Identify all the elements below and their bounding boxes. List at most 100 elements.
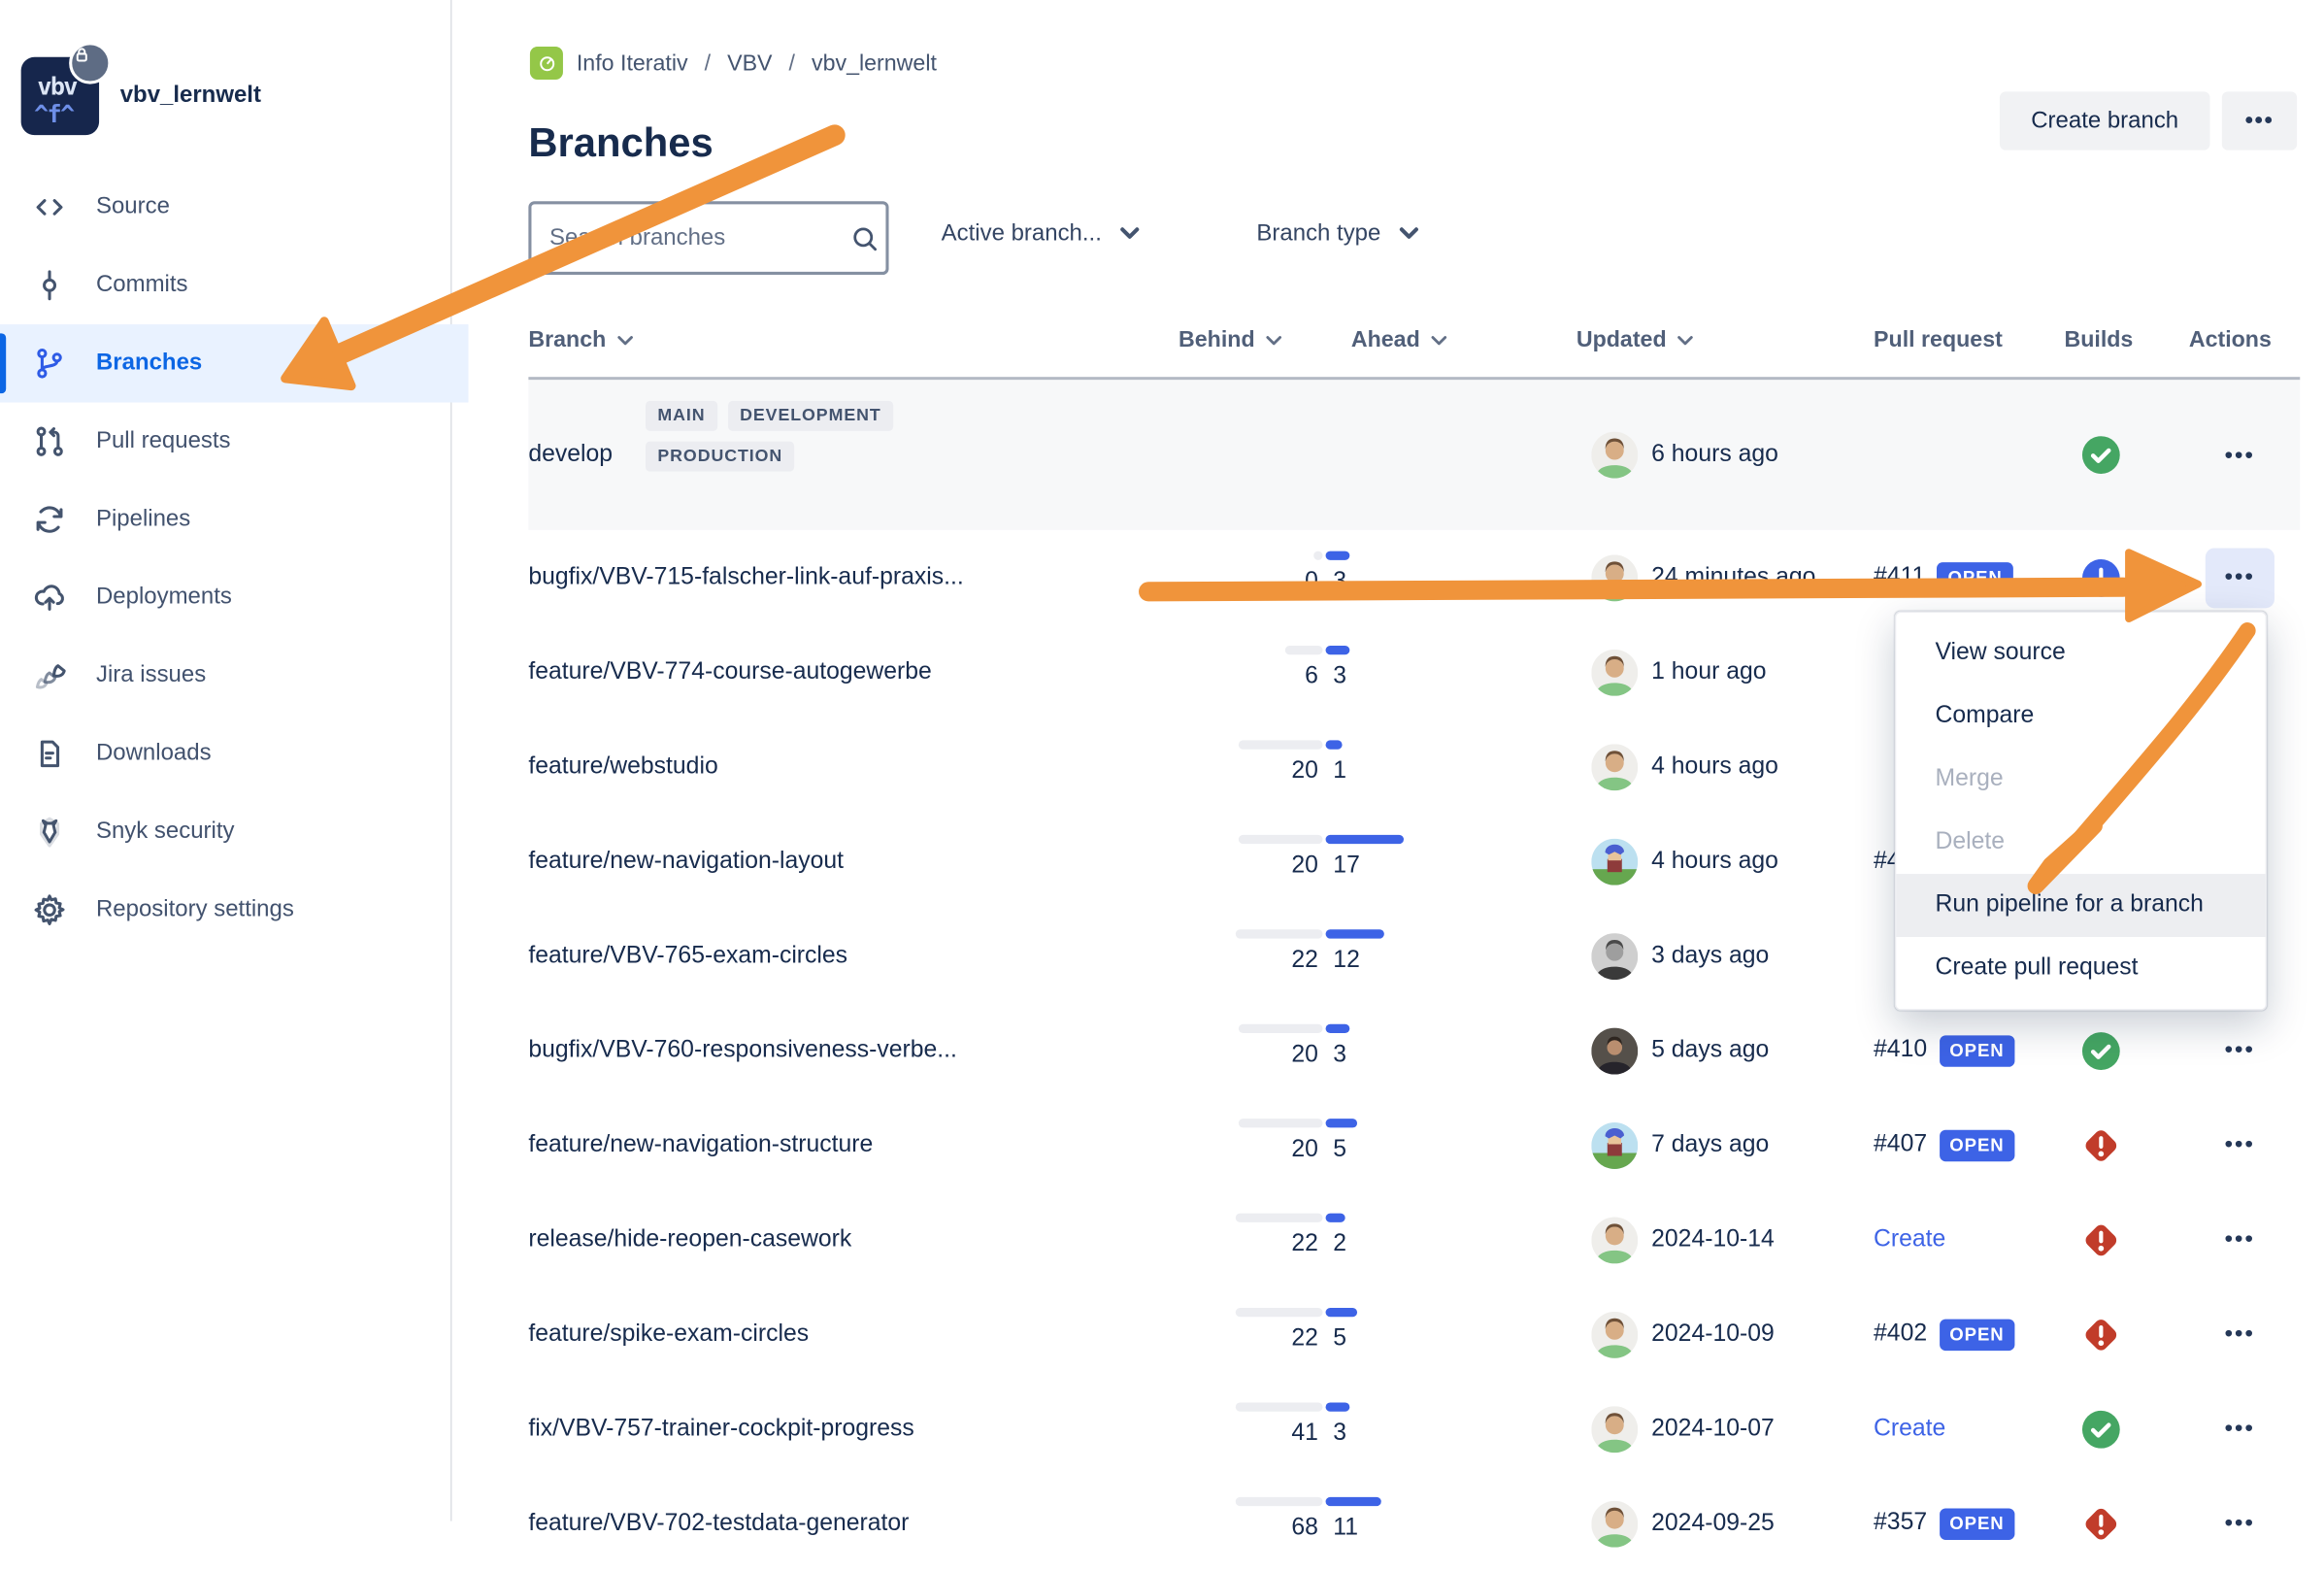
- behind-bar: [1238, 1118, 1323, 1127]
- branch-name-link[interactable]: feature/webstudio: [528, 752, 718, 779]
- build-status-success-icon[interactable]: [2080, 435, 2121, 476]
- branch-name-link[interactable]: feature/new-navigation-structure: [528, 1131, 874, 1157]
- branch-name-link[interactable]: feature/VBV-765-exam-circles: [528, 942, 848, 968]
- branch-name-link[interactable]: feature/VBV-702-testdata-generator: [528, 1510, 910, 1536]
- row-actions-button[interactable]: •••: [2224, 1132, 2256, 1158]
- table-header: Branch Behind Ahead Updated Pull request Buil…: [528, 316, 2301, 381]
- branch-name-link[interactable]: bugfix/VBV-715-falscher-link-auf-praxis.…: [528, 563, 964, 590]
- behind-count: 22: [1291, 1230, 1318, 1256]
- behind-ahead-indicator: 22 2: [1219, 1210, 1430, 1270]
- pipelines-icon: [33, 503, 66, 536]
- repo-avatar[interactable]: vbv ^f^: [20, 42, 112, 136]
- behind-bar: [1235, 1307, 1323, 1317]
- active-branches-filter-label: Active branch...: [941, 220, 1102, 247]
- avatar: [1591, 431, 1639, 479]
- sidebar-item-snyk-security[interactable]: Snyk security: [0, 793, 450, 871]
- ahead-bar: [1325, 645, 1350, 654]
- pull-request-cell: #411 OPEN: [1874, 561, 2013, 593]
- search-branches-input[interactable]: [531, 224, 850, 252]
- pull-request-number[interactable]: #410: [1874, 1036, 1928, 1063]
- ahead-count: 5: [1333, 1324, 1347, 1352]
- branch-type-filter[interactable]: Branch type: [1256, 220, 1418, 248]
- behind-count: 20: [1291, 1041, 1318, 1067]
- table-row: feature/spike-exam-circles 22 5 2024-10-09 #…: [528, 1287, 2300, 1381]
- jira-icon: [33, 659, 66, 692]
- breadcrumb-repo[interactable]: vbv_lernwelt: [811, 50, 937, 77]
- column-header-behind[interactable]: Behind: [1179, 327, 1281, 352]
- row-actions-button[interactable]: •••: [2224, 1320, 2256, 1348]
- branch-name-link[interactable]: bugfix/VBV-760-responsiveness-verbe...: [528, 1036, 957, 1063]
- branch-name-link[interactable]: feature/VBV-774-course-autogewerbe: [528, 658, 932, 685]
- behind-ahead-indicator: 22 5: [1219, 1304, 1430, 1364]
- column-header-updated[interactable]: Updated: [1577, 327, 1694, 352]
- behind-ahead-indicator: 20 1: [1219, 737, 1430, 797]
- menu-item-compare[interactable]: Compare: [1935, 702, 2035, 729]
- row-actions-button[interactable]: •••: [2224, 1416, 2256, 1442]
- create-branch-button[interactable]: Create branch: [1999, 91, 2210, 150]
- branch-name-link[interactable]: feature/new-navigation-layout: [528, 848, 844, 874]
- table-row: feature/VBV-774-course-autogewerbe 6 3 1 ho…: [528, 624, 2300, 719]
- updated-time: 5 days ago: [1651, 1036, 1770, 1063]
- build-status-failed-icon[interactable]: [2080, 1124, 2121, 1165]
- build-status-failed-icon[interactable]: [2080, 1220, 2121, 1260]
- behind-ahead-bar: [1219, 1307, 1430, 1317]
- breadcrumb: Info Iterativ / VBV / vbv_lernwelt: [529, 46, 937, 80]
- pull-request-number[interactable]: #357: [1874, 1510, 1928, 1536]
- sidebar-item-deployments[interactable]: Deployments: [0, 558, 450, 636]
- ahead-count: 3: [1333, 1041, 1347, 1067]
- avatar: [1591, 837, 1639, 885]
- row-actions-button[interactable]: •••: [2224, 442, 2256, 468]
- page-more-actions-button[interactable]: •••: [2221, 91, 2298, 150]
- sidebar-item-downloads[interactable]: Downloads: [0, 715, 450, 792]
- pull-request-cell: Create: [1874, 1416, 1945, 1443]
- sidebar-item-pipelines[interactable]: Pipelines: [0, 481, 450, 558]
- table-row: feature/new-navigation-structure 20 5 7 day…: [528, 1098, 2300, 1192]
- active-branches-filter[interactable]: Active branch...: [942, 220, 1140, 248]
- column-header-label: Actions: [2188, 327, 2272, 353]
- sidebar-item-source[interactable]: Source: [0, 168, 450, 246]
- row-actions-button[interactable]: •••: [2224, 1510, 2256, 1537]
- pull-request-number[interactable]: #407: [1874, 1131, 1928, 1157]
- sidebar-item-repository-settings[interactable]: Repository settings: [0, 871, 450, 949]
- branch-name-link[interactable]: fix/VBV-757-trainer-cockpit-progress: [528, 1415, 914, 1441]
- pull-request-number[interactable]: #411: [1874, 563, 1926, 590]
- sidebar-item-jira-issues[interactable]: Jira issues: [0, 637, 450, 715]
- branch-name-link[interactable]: feature/spike-exam-circles: [528, 1320, 810, 1347]
- sidebar-item-branches[interactable]: Branches: [0, 324, 469, 403]
- branch-name-link[interactable]: develop: [528, 441, 614, 467]
- row-actions-button[interactable]: •••: [2224, 1037, 2256, 1063]
- build-status-failed-icon[interactable]: [2080, 1314, 2121, 1354]
- create-pull-request-link[interactable]: Create: [1874, 1415, 1946, 1441]
- behind-ahead-indicator: 41 3: [1219, 1399, 1430, 1459]
- column-header-branch[interactable]: Branch: [528, 327, 633, 352]
- sidebar-item-pull-requests[interactable]: Pull requests: [0, 402, 450, 480]
- behind-ahead-bar: [1219, 645, 1430, 654]
- build-status-failed-icon[interactable]: [2080, 1503, 2121, 1544]
- row-actions-button[interactable]: •••: [2224, 1226, 2256, 1253]
- create-pull-request-link[interactable]: Create: [1874, 1225, 1946, 1253]
- breadcrumb-project[interactable]: VBV: [727, 50, 773, 77]
- build-status-success-icon[interactable]: [2080, 1409, 2121, 1450]
- menu-item-run-pipeline-for-a-branch[interactable]: Run pipeline for a branch: [1896, 874, 2266, 938]
- branch-name-link[interactable]: release/hide-reopen-casework: [528, 1225, 852, 1253]
- behind-ahead-indicator: 68 11: [1219, 1493, 1430, 1554]
- avatar: [1591, 553, 1639, 601]
- sidebar-item-label: Commits: [95, 271, 188, 298]
- environment-badge: MAIN: [646, 400, 717, 431]
- pull-request-number[interactable]: #402: [1874, 1320, 1928, 1347]
- behind-ahead-bar: [1219, 1022, 1430, 1033]
- menu-item-create-pull-request[interactable]: Create pull request: [1935, 954, 2139, 981]
- breadcrumb-workspace[interactable]: Info Iterativ: [576, 50, 688, 77]
- menu-item-view-source[interactable]: View source: [1935, 639, 2066, 666]
- sidebar-item-commits[interactable]: Commits: [0, 247, 450, 324]
- row-actions-button[interactable]: •••: [2205, 547, 2274, 608]
- chevron-down-icon: [1265, 327, 1281, 352]
- behind-bar: [1235, 928, 1323, 938]
- behind-ahead-bar: [1219, 1212, 1430, 1222]
- private-lock-icon: [69, 42, 112, 84]
- column-header-ahead[interactable]: Ahead: [1351, 327, 1447, 352]
- build-status-success-icon[interactable]: [2080, 1030, 2121, 1071]
- build-status-in-progress-icon[interactable]: [2080, 557, 2121, 598]
- repo-header: vbv ^f^ vbv_lernwelt: [20, 42, 261, 136]
- ahead-count: 12: [1333, 947, 1360, 973]
